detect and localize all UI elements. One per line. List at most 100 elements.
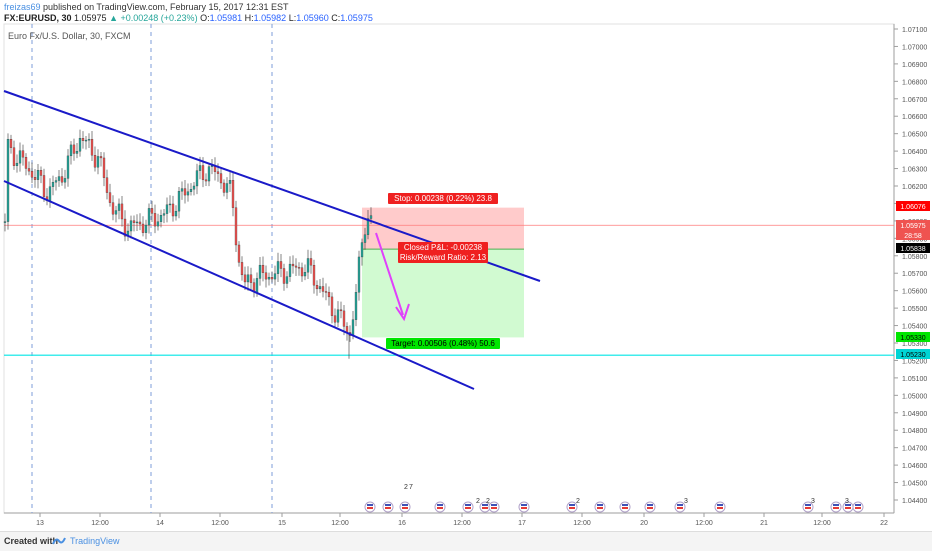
- candle-body: [312, 265, 316, 286]
- economic-event-icon[interactable]: [714, 501, 726, 513]
- candle-body: [225, 183, 229, 193]
- economic-event-icon[interactable]: [674, 501, 686, 513]
- candle-body: [165, 204, 169, 214]
- author-link[interactable]: freizas69: [4, 2, 41, 12]
- candle-body: [351, 319, 355, 336]
- tradingview-brand[interactable]: TradingView: [70, 536, 120, 546]
- time-tick-label: 12:00: [331, 520, 349, 527]
- candle-body: [162, 213, 166, 216]
- time-tick-label: 12:00: [211, 520, 229, 527]
- price-tick-label: 1.05100: [902, 376, 927, 383]
- flag-stripe: [845, 507, 851, 509]
- low-value: 1.05960: [296, 13, 329, 23]
- candle-body: [105, 177, 109, 193]
- rr-label-bg: [398, 252, 488, 263]
- price-badge: [896, 230, 930, 240]
- candle-body: [240, 262, 244, 276]
- price-badge: [896, 332, 930, 342]
- price-badge: [896, 349, 930, 359]
- candle-body: [336, 309, 340, 323]
- candle-body: [264, 272, 268, 280]
- stop-label-bg: [388, 193, 498, 204]
- candle-body: [147, 208, 151, 226]
- candle-body: [171, 203, 175, 217]
- economic-event-icon[interactable]: [852, 501, 864, 513]
- price-tick-label: 1.07000: [902, 44, 927, 51]
- price-change: ▲ +0.00248 (+0.23%): [109, 13, 198, 23]
- event-count: 2: [404, 484, 408, 491]
- economic-event-icon[interactable]: [382, 501, 394, 513]
- event-count: 2: [476, 498, 480, 505]
- plot-area[interactable]: [3, 23, 895, 514]
- flag-stripe: [465, 504, 471, 506]
- candle-body: [120, 203, 124, 220]
- economic-event-icon[interactable]: [488, 501, 500, 513]
- candle-body: [90, 139, 94, 156]
- economic-event-icon[interactable]: [594, 501, 606, 513]
- candle-body: [84, 139, 88, 142]
- economic-event-icon[interactable]: [644, 501, 656, 513]
- economic-event-icon[interactable]: [518, 501, 530, 513]
- candle-body: [369, 215, 373, 219]
- flag-stripe: [717, 504, 723, 506]
- high-label: H:: [244, 13, 254, 23]
- candle-body: [87, 139, 91, 141]
- event-count: 3: [684, 498, 688, 505]
- candle-body: [270, 276, 274, 280]
- time-tick-label: 17: [518, 520, 526, 527]
- price-badge: [896, 243, 930, 253]
- candle-body: [138, 221, 142, 225]
- candle-body: [150, 208, 154, 214]
- event-count: 7: [409, 484, 413, 491]
- economic-event-icon[interactable]: [434, 501, 446, 513]
- low-label: L:: [288, 13, 297, 23]
- price-tick-label: 1.05600: [902, 289, 927, 296]
- candle-body: [168, 203, 172, 206]
- candle-body: [75, 151, 79, 154]
- candle-body: [195, 170, 199, 187]
- ohlc-line: FX:EURUSD, 30 1.05975 ▲ +0.00248 (+0.23%…: [4, 13, 373, 24]
- publish-line: freizas69 published on TradingView.com, …: [4, 2, 289, 13]
- candle-body: [300, 267, 304, 277]
- candle-body: [6, 139, 10, 222]
- candle-body: [18, 150, 22, 164]
- candle-body: [357, 256, 361, 293]
- price-tick-label: 1.06600: [902, 114, 927, 121]
- time-tick-label: 21: [760, 520, 768, 527]
- pnl-label: Closed P&L: -0.00238: [404, 243, 483, 252]
- economic-event-icon[interactable]: [802, 501, 814, 513]
- time-tick-label: 13: [36, 520, 44, 527]
- economic-event-icon[interactable]: [619, 501, 631, 513]
- candle-body: [48, 186, 52, 201]
- price-tick-label: 1.06500: [902, 132, 927, 139]
- event-count: 2: [576, 498, 580, 505]
- flag-stripe: [482, 507, 488, 509]
- price-chart[interactable]: 1.07100 1.07000 1.06900 1.06800 1.06700 1.066…: [0, 0, 932, 531]
- candle-body: [183, 188, 187, 196]
- price-badge-label: 1.06076: [900, 204, 925, 211]
- pnl-label-bg: [398, 242, 488, 253]
- economic-event-icon[interactable]: [399, 501, 411, 513]
- candle-body: [159, 215, 163, 222]
- candle-body: [177, 191, 181, 212]
- projection-arrow[interactable]: [375, 232, 404, 316]
- candle-body: [78, 138, 82, 152]
- candle-body: [231, 180, 235, 208]
- economic-event-icon[interactable]: [566, 501, 578, 513]
- candle-body: [318, 286, 322, 290]
- economic-event-icon[interactable]: [364, 501, 376, 513]
- economic-event-icon[interactable]: [462, 501, 474, 513]
- candle-body: [51, 182, 55, 187]
- candle-body: [93, 155, 97, 168]
- candle-body: [3, 221, 7, 223]
- candle-body: [327, 291, 331, 298]
- candle-body: [204, 179, 208, 182]
- candle-body: [132, 220, 136, 223]
- target-zone[interactable]: [362, 249, 524, 338]
- lower-channel-line[interactable]: [3, 180, 475, 390]
- flag-stripe: [647, 504, 653, 506]
- candle-body: [33, 177, 37, 180]
- economic-event-icon[interactable]: [830, 501, 842, 513]
- candle-body: [339, 309, 343, 312]
- symbol-label: FX:EURUSD, 30: [4, 13, 72, 23]
